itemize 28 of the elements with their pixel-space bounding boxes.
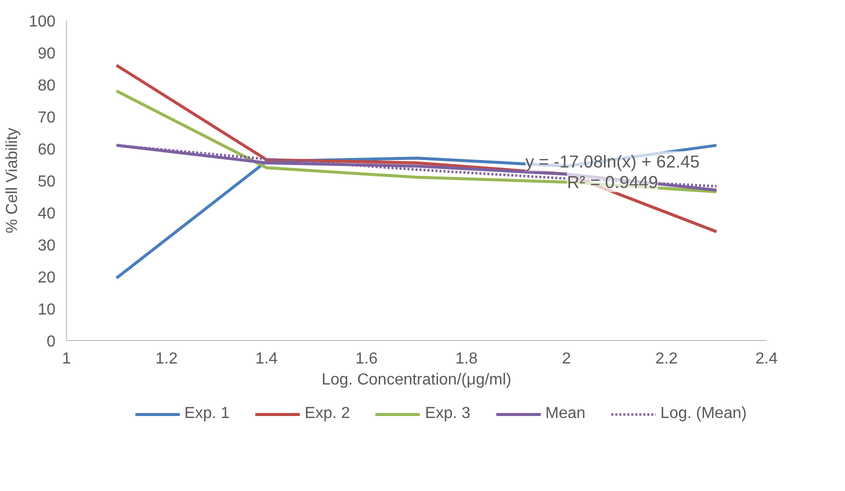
x-tick-label: 1.2 — [155, 350, 178, 368]
x-tick-label: 1 — [62, 350, 72, 368]
y-tick-label: 80 — [38, 78, 56, 94]
y-tick-label: 50 — [38, 174, 56, 190]
y-tick-label: 60 — [38, 142, 56, 158]
y-tick-label: 40 — [38, 206, 56, 222]
y-tick-label: 90 — [38, 46, 56, 62]
x-tick-label: 2.2 — [655, 350, 678, 368]
y-tick-label: 0 — [46, 334, 56, 350]
x-tick-label: 1.8 — [455, 350, 478, 368]
legend-label: Mean — [545, 404, 586, 422]
legend-label: Exp. 2 — [304, 404, 350, 422]
x-tick-label: 1.4 — [255, 350, 278, 368]
x-axis-title: Log. Concentration/(μg/ml) — [322, 372, 512, 388]
legend-label: Exp. 1 — [184, 404, 230, 422]
annotation: y = -17.08ln(x) + 62.45 — [525, 151, 700, 172]
y-tick-label: 70 — [38, 110, 56, 126]
y-tick-label: 20 — [38, 270, 56, 286]
x-tick-label: 2 — [562, 350, 572, 368]
annotation: R² = 0.9449 — [566, 172, 658, 192]
x-tick-label: 2.4 — [755, 350, 778, 368]
y-tick-label: 100 — [28, 14, 56, 30]
y-tick-label: 30 — [38, 238, 56, 254]
x-tick-label: 1.6 — [355, 350, 378, 368]
legend-label: Log. (Mean) — [660, 404, 747, 422]
legend-label: Exp. 3 — [425, 404, 470, 422]
y-tick-label: 10 — [38, 302, 56, 318]
y-axis-title: % Cell Viability — [4, 128, 21, 234]
